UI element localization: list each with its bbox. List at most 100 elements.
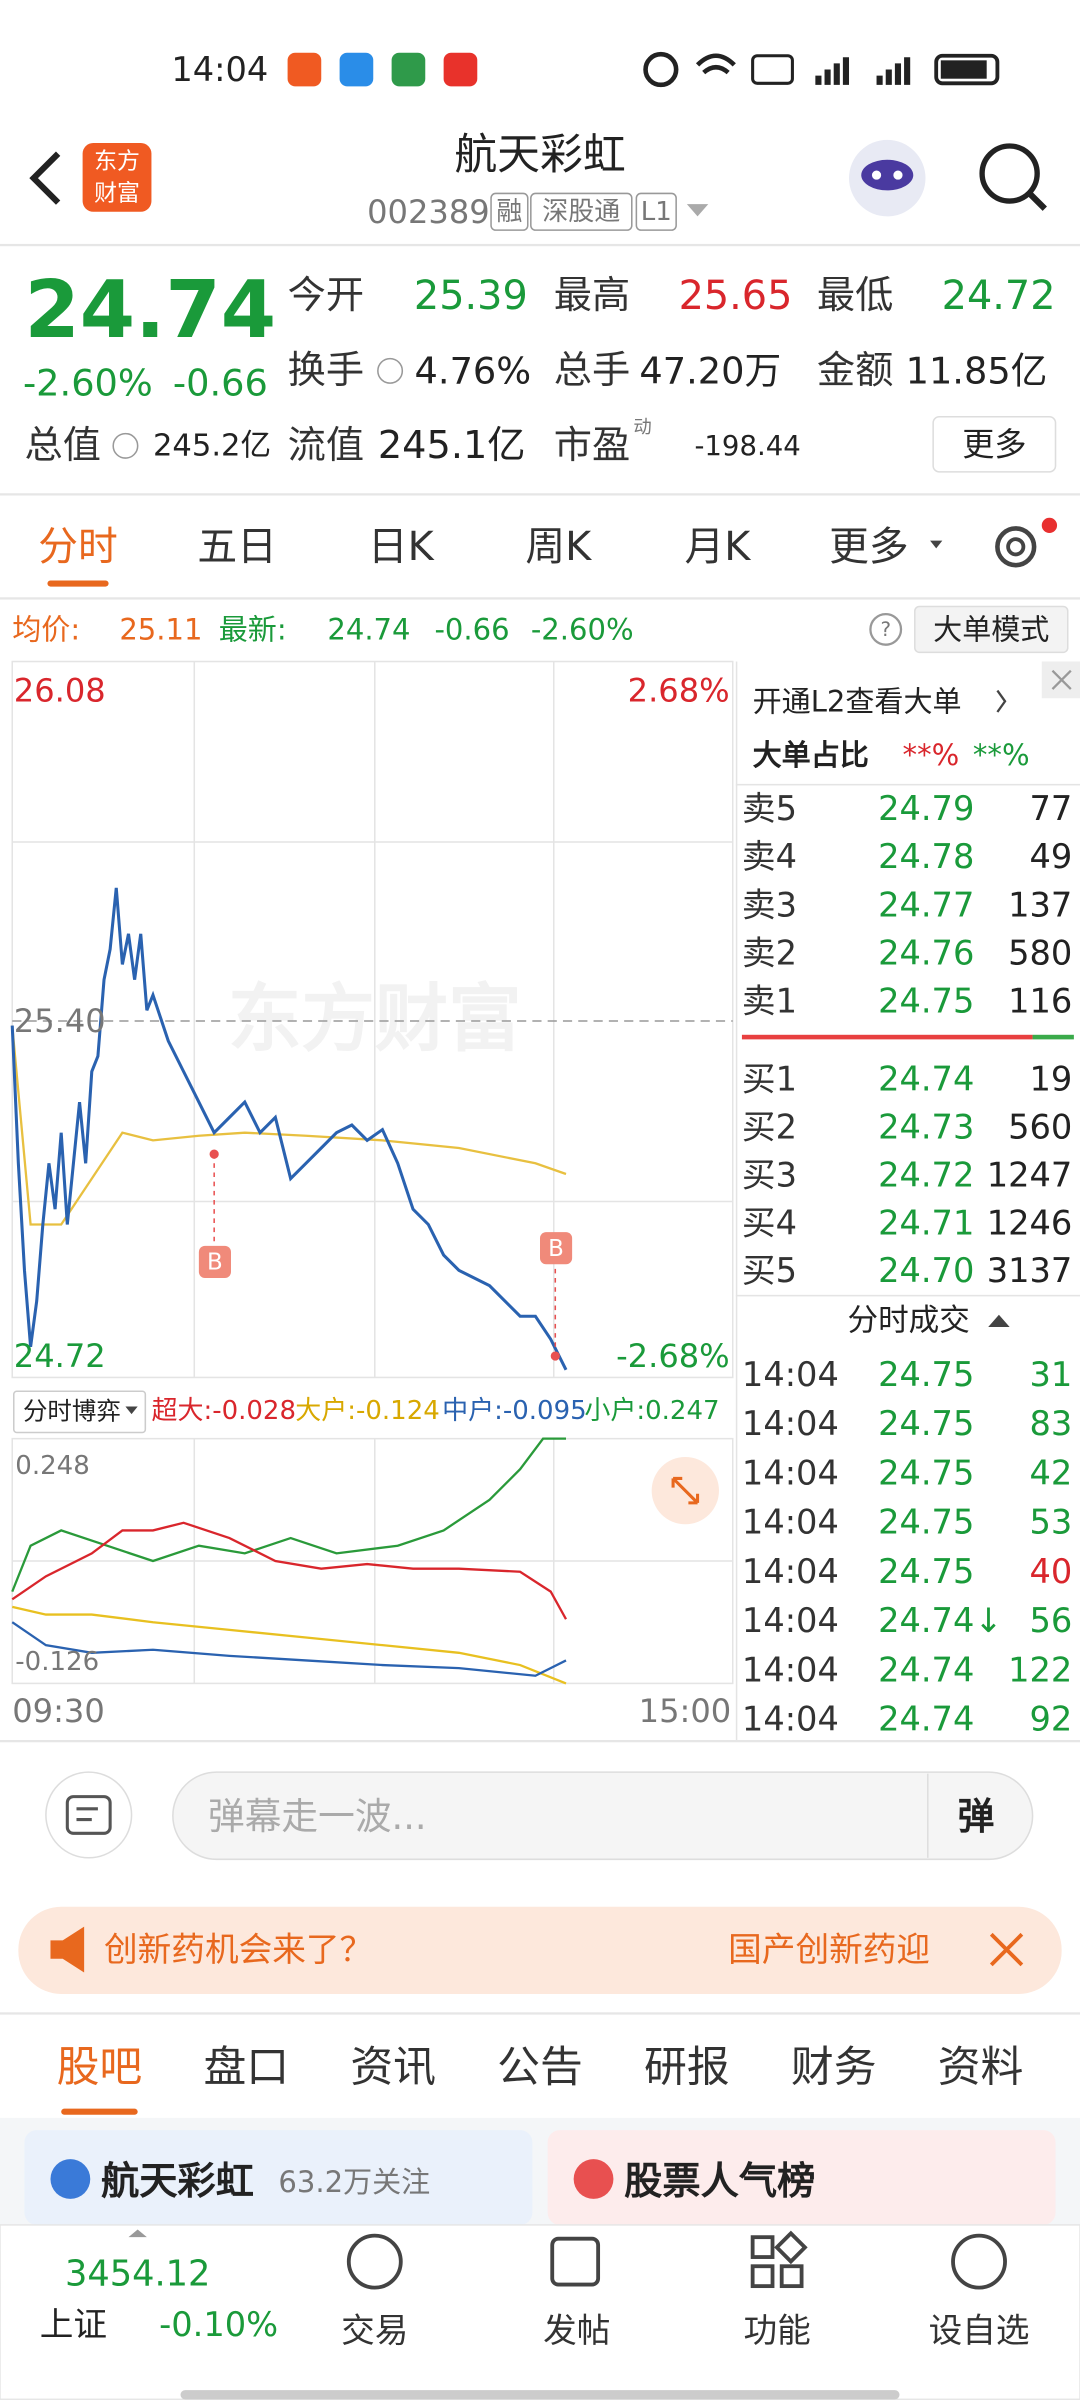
divider bbox=[735, 1294, 1080, 1297]
book-bar-red bbox=[741, 1034, 1033, 1040]
trades-title[interactable]: 分时成交 bbox=[848, 1303, 970, 1338]
row-label: 14:04 bbox=[742, 1552, 839, 1591]
nav-item[interactable]: 设自选 bbox=[929, 2311, 1030, 2350]
tab[interactable]: 月K bbox=[685, 524, 752, 570]
bottom-tab[interactable]: 盘口 bbox=[203, 2042, 289, 2092]
row-volume: 42 bbox=[1030, 1453, 1073, 1492]
card[interactable] bbox=[24, 2130, 533, 2225]
banner-right: 国产创新药迎 bbox=[728, 1930, 930, 1969]
danmu-icon[interactable] bbox=[45, 1771, 133, 1859]
bottom-tab[interactable]: 研报 bbox=[644, 2042, 730, 2092]
bottom-tab[interactable]: 股吧 bbox=[57, 2042, 143, 2092]
stat-value: 24.72 bbox=[942, 273, 1056, 319]
row-label: 买5 bbox=[742, 1251, 797, 1290]
mode-button[interactable] bbox=[914, 605, 1069, 654]
ratio-value: **% bbox=[973, 738, 1030, 772]
tab[interactable]: 周K bbox=[525, 524, 592, 570]
change-pct: -2.60% bbox=[23, 362, 153, 405]
watermark: 东方财富 bbox=[228, 977, 522, 1062]
row-volume: 560 bbox=[1008, 1108, 1072, 1147]
row-volume: 122 bbox=[1008, 1650, 1072, 1689]
stat-label: 最高 bbox=[554, 274, 630, 318]
robot-icon[interactable] bbox=[849, 139, 926, 217]
back-button[interactable] bbox=[29, 151, 61, 205]
nav-item[interactable]: 交易 bbox=[341, 2311, 408, 2350]
stat-value: 4.76% bbox=[415, 349, 532, 392]
divider bbox=[0, 2012, 1080, 2015]
row-volume: 92 bbox=[1030, 1700, 1073, 1739]
ratio-value: **% bbox=[903, 738, 960, 772]
row-price: 24.79 bbox=[878, 789, 974, 828]
row-label: 买4 bbox=[742, 1203, 797, 1242]
tab-underline bbox=[47, 580, 109, 587]
tab[interactable]: 日K bbox=[368, 524, 435, 570]
sub-line-yellow bbox=[11, 1605, 567, 1685]
stat-label: 流值 bbox=[288, 424, 364, 468]
marker[interactable] bbox=[540, 1232, 573, 1265]
row-volume: 19 bbox=[1030, 1060, 1073, 1099]
danmu-input[interactable] bbox=[172, 1771, 1034, 1861]
tab-dropdown bbox=[930, 540, 943, 549]
avg-label: 均价: bbox=[12, 612, 80, 646]
tag-box bbox=[490, 192, 529, 231]
marker-line bbox=[213, 1154, 557, 1357]
status-time: 14:04 bbox=[171, 50, 268, 89]
marker[interactable] bbox=[198, 1245, 231, 1279]
row-volume: 49 bbox=[1030, 837, 1073, 876]
tab[interactable]: 五日 bbox=[197, 524, 277, 570]
banner[interactable] bbox=[18, 1906, 1062, 1994]
row-volume: 116 bbox=[1008, 982, 1072, 1021]
indicator-name: 分时博弈 bbox=[23, 1397, 121, 1426]
row-label: 卖2 bbox=[742, 933, 797, 972]
row-label: 14:04 bbox=[742, 1650, 839, 1689]
row-price: 24.74 bbox=[878, 1060, 974, 1099]
divider bbox=[0, 243, 1080, 247]
stat-value: 25.39 bbox=[414, 273, 528, 319]
bottom-tab[interactable]: 资讯 bbox=[350, 2042, 436, 2092]
sub-line-blue bbox=[11, 1621, 567, 1677]
row-price: 24.75 bbox=[878, 1503, 974, 1542]
tag: 融 bbox=[496, 197, 522, 227]
more-button[interactable] bbox=[932, 416, 1057, 473]
indicator-selector[interactable] bbox=[13, 1390, 147, 1434]
row-volume: 31 bbox=[1030, 1355, 1073, 1394]
time-start: 09:30 bbox=[12, 1692, 105, 1730]
search-button[interactable] bbox=[979, 143, 1047, 211]
axis-low-pct: -2.68% bbox=[616, 1337, 730, 1375]
sub-max: 0.248 bbox=[15, 1451, 89, 1481]
l2-link[interactable]: 开通L2查看大单 bbox=[753, 684, 962, 718]
nav-item[interactable]: 发帖 bbox=[543, 2311, 610, 2350]
stat-value: 245.1亿 bbox=[378, 424, 526, 468]
tag-box bbox=[530, 192, 633, 231]
bottom-tab[interactable]: 公告 bbox=[497, 2042, 583, 2092]
settings-button[interactable] bbox=[995, 517, 1058, 568]
sub-line-red bbox=[11, 1521, 568, 1620]
tab[interactable]: 更多 bbox=[829, 524, 909, 570]
indicator-item: 大户:-0.124 bbox=[295, 1396, 440, 1426]
expand-button[interactable] bbox=[651, 1456, 719, 1525]
row-volume: 83 bbox=[1030, 1404, 1073, 1443]
card[interactable] bbox=[547, 2130, 1056, 2225]
row-price: 24.77 bbox=[878, 885, 974, 924]
logo-text: 东方 bbox=[94, 148, 140, 174]
bottom-tab[interactable]: 资料 bbox=[938, 2042, 1024, 2092]
sub-min: -0.126 bbox=[15, 1647, 99, 1677]
tab[interactable]: 分时 bbox=[38, 524, 118, 570]
close-button[interactable] bbox=[1041, 661, 1080, 699]
row-label: 14:04 bbox=[742, 1601, 839, 1640]
banner-close[interactable] bbox=[989, 1932, 1024, 1967]
nav-item[interactable]: 功能 bbox=[743, 2311, 810, 2350]
axis-ref: 25.40 bbox=[14, 1002, 106, 1040]
card-title: 股票人气榜 bbox=[624, 2160, 815, 2204]
index-value[interactable]: 3454.12 bbox=[65, 2253, 210, 2294]
danmu-button[interactable]: 弹 bbox=[958, 1795, 995, 1838]
help-icon[interactable]: ? bbox=[869, 612, 903, 646]
row-price: 24.78 bbox=[878, 837, 974, 876]
stat-value: 47.20万 bbox=[639, 349, 781, 392]
row-price: 24.75 bbox=[878, 1355, 974, 1394]
stat-label: 最低 bbox=[817, 274, 893, 318]
bottom-tab[interactable]: 财务 bbox=[791, 2042, 877, 2092]
dropdown-arrow[interactable] bbox=[686, 204, 709, 217]
tag: 深股通 bbox=[542, 197, 620, 227]
